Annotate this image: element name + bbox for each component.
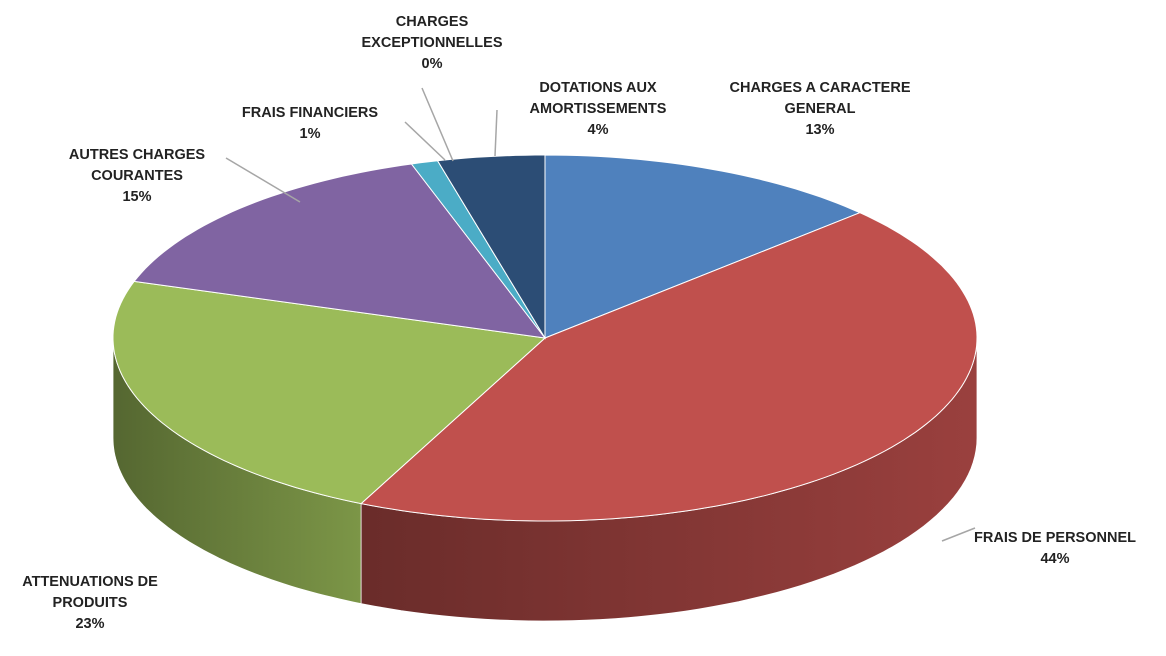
data-label: ATTENUATIONS DE PRODUITS 23% <box>3 572 178 635</box>
data-label: DOTATIONS AUX AMORTISSEMENTS 4% <box>488 78 708 141</box>
label-value: 13% <box>805 122 835 138</box>
data-label: FRAIS DE PERSONNEL 44% <box>935 528 1166 570</box>
label-value: 44% <box>1040 551 1070 567</box>
label-name: FRAIS FINANCIERS <box>241 105 379 121</box>
label-value: 23% <box>75 616 105 632</box>
leader-line <box>225 157 301 203</box>
label-name: CHARGES A CARACTERE GENERAL <box>729 80 911 117</box>
data-label: FRAIS FINANCIERS 1% <box>210 103 410 145</box>
pie-slice <box>112 280 547 505</box>
pie-slice <box>544 154 862 339</box>
leader-line <box>421 87 454 162</box>
pie-slice <box>360 212 978 522</box>
leader-line <box>404 121 446 161</box>
data-label: CHARGES A CARACTERE GENERAL 13% <box>713 78 928 141</box>
label-name: FRAIS DE PERSONNEL <box>974 530 1136 546</box>
leader-line <box>494 109 498 157</box>
label-value: 15% <box>122 189 152 205</box>
label-name: AUTRES CHARGES COURANTES <box>68 147 206 184</box>
label-name: CHARGES EXCEPTIONNELLES <box>361 14 503 51</box>
label-name: ATTENUATIONS DE PRODUITS <box>22 574 158 611</box>
pie-slice <box>436 154 546 340</box>
label-value: 1% <box>299 126 321 142</box>
label-value: 0% <box>421 56 443 72</box>
label-value: 4% <box>587 122 609 138</box>
label-name: DOTATIONS AUX AMORTISSEMENTS <box>529 80 667 117</box>
data-label: AUTRES CHARGES COURANTES 15% <box>42 145 232 208</box>
pie-slice <box>133 163 547 339</box>
data-label: CHARGES EXCEPTIONNELLES 0% <box>350 12 515 75</box>
leader-line <box>941 527 976 542</box>
